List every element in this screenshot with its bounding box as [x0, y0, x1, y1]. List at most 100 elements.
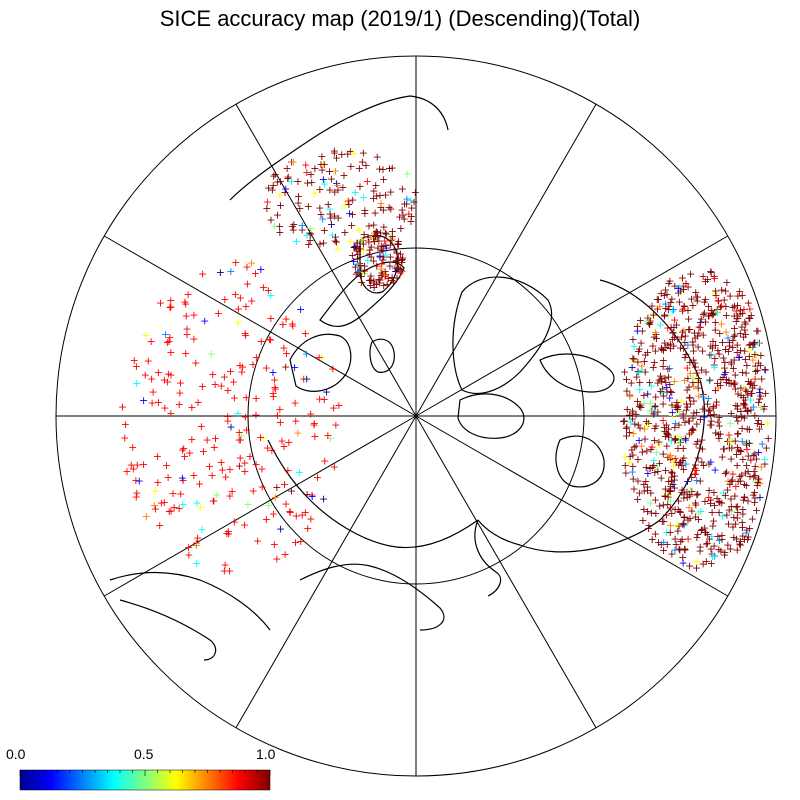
- accuracy-marker: +: [364, 219, 373, 232]
- accuracy-marker: +: [724, 429, 733, 442]
- accuracy-marker: +: [202, 434, 211, 447]
- accuracy-marker: +: [705, 374, 714, 387]
- accuracy-marker: +: [730, 353, 739, 366]
- accuracy-marker: +: [649, 331, 658, 344]
- accuracy-marker: +: [677, 533, 686, 546]
- accuracy-marker: +: [733, 441, 742, 454]
- accuracy-marker: +: [675, 405, 684, 418]
- colorbar-min-label: 0.0: [6, 746, 26, 762]
- accuracy-marker: +: [670, 470, 679, 483]
- accuracy-marker: +: [659, 515, 668, 528]
- accuracy-marker: +: [294, 197, 303, 210]
- accuracy-marker: +: [237, 429, 246, 442]
- accuracy-marker: +: [666, 385, 675, 398]
- accuracy-marker: +: [667, 507, 676, 520]
- accuracy-marker: +: [241, 411, 250, 424]
- accuracy-marker: +: [647, 300, 656, 313]
- accuracy-marker: +: [664, 429, 673, 442]
- accuracy-marker: +: [696, 474, 705, 487]
- accuracy-marker: +: [741, 328, 750, 341]
- accuracy-marker: +: [691, 286, 700, 299]
- accuracy-marker: +: [278, 318, 287, 331]
- accuracy-marker: +: [376, 262, 385, 275]
- accuracy-marker: +: [155, 519, 164, 532]
- accuracy-marker: +: [705, 375, 714, 388]
- accuracy-marker: +: [322, 386, 331, 399]
- accuracy-marker: +: [371, 230, 380, 243]
- accuracy-marker: +: [756, 359, 765, 372]
- accuracy-marker: +: [682, 384, 691, 397]
- accuracy-marker: +: [307, 176, 316, 189]
- accuracy-marker: +: [681, 329, 690, 342]
- accuracy-marker: +: [353, 259, 362, 272]
- accuracy-marker: +: [748, 382, 757, 395]
- accuracy-marker: +: [663, 451, 672, 464]
- accuracy-marker: +: [699, 459, 708, 472]
- accuracy-marker: +: [352, 244, 361, 257]
- accuracy-marker: +: [708, 307, 717, 320]
- accuracy-marker: +: [640, 355, 649, 368]
- accuracy-marker: +: [288, 220, 297, 233]
- accuracy-marker: +: [712, 305, 721, 318]
- accuracy-marker: +: [397, 203, 406, 216]
- accuracy-marker: +: [696, 505, 705, 518]
- accuracy-marker: +: [370, 227, 379, 240]
- accuracy-marker: +: [738, 516, 747, 529]
- accuracy-marker: +: [639, 389, 648, 402]
- accuracy-marker: +: [703, 397, 712, 410]
- accuracy-marker: +: [692, 489, 701, 502]
- accuracy-marker: +: [680, 487, 689, 500]
- accuracy-marker: +: [674, 282, 683, 295]
- accuracy-marker: +: [257, 335, 266, 348]
- accuracy-marker: +: [659, 536, 668, 549]
- accuracy-marker: +: [266, 334, 275, 347]
- accuracy-marker: +: [686, 367, 695, 380]
- accuracy-marker: +: [741, 467, 750, 480]
- accuracy-marker: +: [680, 543, 689, 556]
- accuracy-marker: +: [736, 381, 745, 394]
- accuracy-marker: +: [262, 202, 271, 215]
- accuracy-marker: +: [688, 339, 697, 352]
- accuracy-marker: +: [743, 422, 752, 435]
- accuracy-marker: +: [741, 367, 750, 380]
- accuracy-marker: +: [398, 253, 407, 266]
- accuracy-marker: +: [721, 300, 730, 313]
- accuracy-marker: +: [223, 414, 232, 427]
- accuracy-marker: +: [356, 242, 365, 255]
- accuracy-marker: +: [687, 424, 696, 437]
- accuracy-marker: +: [733, 346, 742, 359]
- accuracy-marker: +: [146, 335, 155, 348]
- accuracy-marker: +: [620, 415, 629, 428]
- accuracy-marker: +: [635, 487, 644, 500]
- accuracy-marker: +: [385, 162, 394, 175]
- accuracy-marker: +: [296, 303, 305, 316]
- accuracy-marker: +: [755, 383, 764, 396]
- accuracy-marker: +: [354, 265, 363, 278]
- accuracy-marker: +: [289, 156, 298, 169]
- accuracy-marker: +: [645, 462, 654, 475]
- accuracy-marker: +: [253, 534, 262, 547]
- accuracy-marker: +: [750, 337, 759, 350]
- accuracy-marker: +: [287, 175, 296, 188]
- accuracy-marker: +: [698, 442, 707, 455]
- accuracy-marker: +: [751, 476, 760, 489]
- accuracy-marker: +: [743, 404, 752, 417]
- accuracy-marker: +: [666, 526, 675, 539]
- accuracy-marker: +: [627, 361, 636, 374]
- accuracy-marker: +: [653, 293, 662, 306]
- accuracy-marker: +: [738, 435, 747, 448]
- accuracy-marker: +: [710, 361, 719, 374]
- accuracy-marker: +: [236, 452, 245, 465]
- accuracy-marker: +: [150, 499, 159, 512]
- accuracy-marker: +: [381, 239, 390, 252]
- accuracy-marker: +: [224, 525, 233, 538]
- accuracy-marker: +: [625, 389, 634, 402]
- accuracy-marker: +: [715, 496, 724, 509]
- accuracy-marker: +: [671, 452, 680, 465]
- accuracy-marker: +: [651, 507, 660, 520]
- accuracy-marker: +: [273, 175, 282, 188]
- accuracy-marker: +: [207, 469, 216, 482]
- accuracy-marker: +: [660, 371, 669, 384]
- accuracy-marker: +: [633, 493, 642, 506]
- accuracy-marker: +: [382, 242, 391, 255]
